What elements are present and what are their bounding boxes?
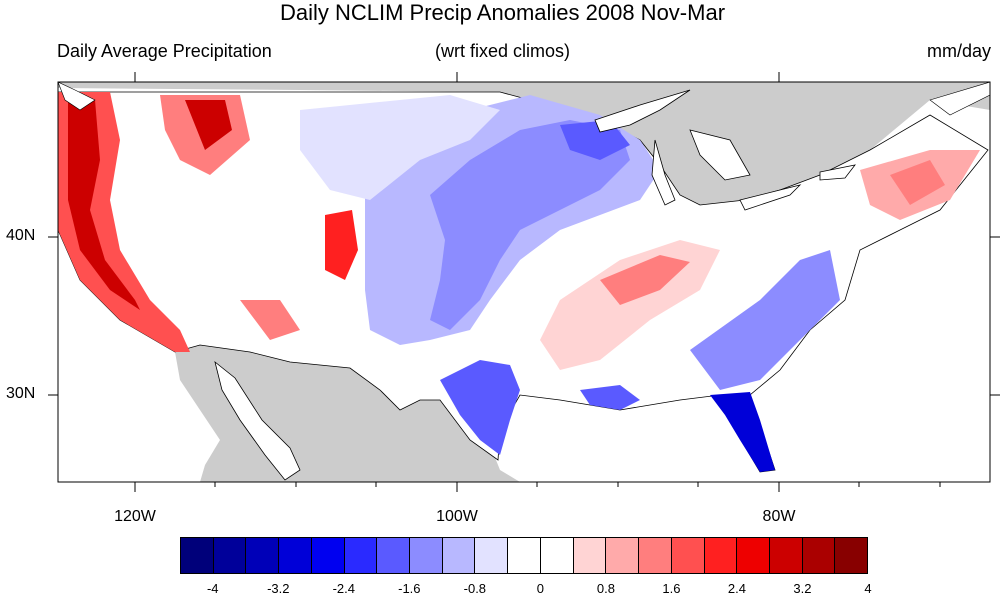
puget-sound <box>58 82 96 111</box>
colorbar-swatch <box>573 538 607 573</box>
lat-label-30n: 30N <box>6 385 36 402</box>
colorbar-swatch <box>508 538 541 573</box>
lon-label-120w: 120W <box>114 508 156 525</box>
colorbar-swatch <box>181 538 214 573</box>
subtitle-left: Daily Average Precipitation <box>57 41 272 61</box>
colorbar-label: 1.6 <box>662 581 681 596</box>
colorbar-swatch <box>639 538 672 573</box>
colorbar-swatch <box>410 538 443 573</box>
lake-michigan <box>651 139 676 206</box>
subtitle-center: (wrt fixed climos) <box>434 41 570 61</box>
colorbar-swatch <box>377 538 411 573</box>
map-title: Daily NCLIM Precip Anomalies 2008 Nov-Ma… <box>279 0 726 25</box>
colorbar-swatch <box>802 538 836 573</box>
colorbar-swatch <box>606 538 640 573</box>
southeast-dry-region <box>690 250 840 390</box>
lake-superior <box>594 89 691 133</box>
colorbar-swatch <box>311 538 345 573</box>
gulf-of-california <box>214 360 301 481</box>
colorbar-swatch <box>213 538 247 573</box>
canada-landmass <box>58 82 990 205</box>
map-ticks <box>48 72 1000 492</box>
pacific-coast-wet-core <box>68 100 140 310</box>
colorbar-label: -0.8 <box>463 581 487 596</box>
colorbar-label: 4 <box>864 581 872 596</box>
map-frame <box>57 81 991 483</box>
colorbar-label: -3.2 <box>267 581 290 596</box>
colorbar-label: -1.6 <box>398 581 421 596</box>
louisiana-dry-region <box>580 385 640 410</box>
northern-rockies-wet-core <box>185 100 232 150</box>
lake-huron <box>689 129 751 181</box>
lon-label-100w: 100W <box>436 508 478 525</box>
colorbar-label: 3.2 <box>793 581 812 596</box>
gulf-of-st-lawrence <box>929 82 990 116</box>
subtitle-units: mm/day <box>926 41 991 61</box>
colorbar-swatch <box>475 538 509 573</box>
colorbar-swatch <box>769 538 803 573</box>
colorbar-swatch <box>246 538 280 573</box>
colorbar-swatch <box>279 538 312 573</box>
colorbar-label: 0 <box>536 581 544 596</box>
colorbar-swatch <box>671 538 705 573</box>
colorbar-swatch <box>835 538 868 573</box>
colorbar-label: 0.8 <box>596 581 615 596</box>
lake-erie <box>739 184 802 211</box>
florida-dry-region <box>710 392 775 472</box>
colorbar-label: -2.4 <box>332 581 355 596</box>
lake-ontario <box>819 164 856 181</box>
lon-label-80w: 80W <box>762 508 796 525</box>
colorbar-swatch <box>737 538 770 573</box>
new-england-wet-core <box>890 160 945 205</box>
colorbar-label: 2.4 <box>727 581 746 596</box>
arizona-wet-region <box>240 300 300 340</box>
colorbar-swatch <box>442 538 476 573</box>
colorbar-swatch <box>344 538 378 573</box>
colorado-rockies-wet-region <box>325 210 358 280</box>
colorbar-swatch <box>704 538 738 573</box>
colorbar-swatch <box>540 538 574 573</box>
colorbar <box>180 537 868 574</box>
central-dry-region-medium <box>430 120 630 330</box>
ohio-valley-wet-core <box>600 255 690 305</box>
lat-label-40n: 40N <box>6 227 36 244</box>
colorbar-label: -4 <box>206 581 219 596</box>
upper-midwest-dry-core <box>560 120 630 160</box>
texas-dry-region <box>440 360 520 455</box>
northern-plains-dry <box>300 95 500 200</box>
